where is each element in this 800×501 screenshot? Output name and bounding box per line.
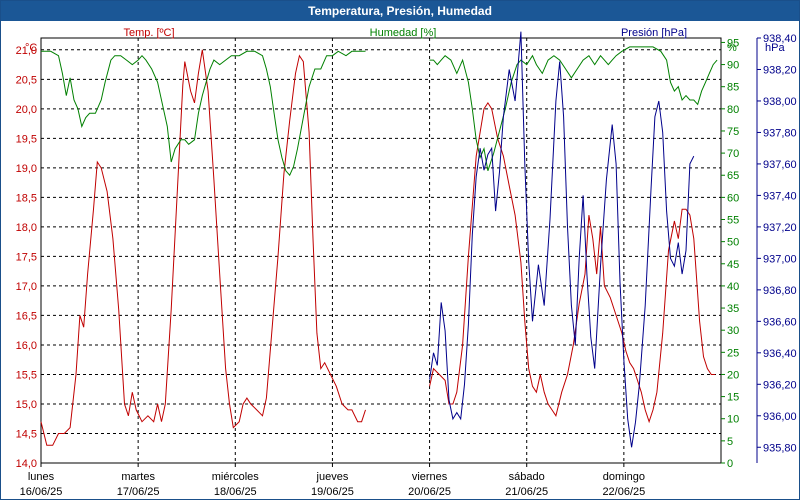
x-tick-day: martes (121, 471, 155, 483)
x-tick-date: 21/06/25 (505, 486, 548, 498)
humidity-tick-label: 30 (727, 325, 739, 337)
temp-tick-label: 17,0 (16, 281, 37, 293)
temp-tick-label: 16,0 (16, 340, 37, 352)
temp-tick-label: 14,5 (16, 428, 37, 440)
humidity-axis-label: Humedad [%] (370, 27, 437, 39)
x-tick-day: jueves (316, 471, 349, 483)
temp-axis-ticks: 14,0 14,5 15,0 15,5 16,0 16,5 17,0 17,5 18,0 18,5… (16, 45, 37, 470)
pressure-tick-label: 937,40 (763, 190, 797, 202)
humidity-tick-label: 20 (727, 369, 739, 381)
series-line-hum (429, 46, 718, 171)
x-tick-day: sábado (509, 471, 545, 483)
pressure-tick-label: 936,40 (763, 348, 797, 360)
humidity-tick-label: 60 (727, 192, 739, 204)
temp-tick-label: 19,0 (16, 163, 37, 175)
humidity-tick-label: 95 (727, 37, 739, 49)
pressure-tick-label: 937,00 (763, 253, 797, 265)
series-layer (40, 31, 718, 448)
x-tick-day: viernes (412, 471, 448, 483)
pressure-tick-label: 938,00 (763, 96, 797, 108)
series-line-temp (429, 101, 716, 424)
temp-axis-label: Temp. [ºC] (123, 27, 174, 39)
humidity-tick-label: 35 (727, 303, 739, 315)
temp-tick-label: 14,0 (16, 458, 37, 470)
x-tick-date: 17/06/25 (117, 486, 160, 498)
temp-tick-label: 15,5 (16, 369, 37, 381)
temp-tick-label: 21,0 (16, 45, 37, 57)
pressure-tick-label: 938,40 (763, 33, 797, 45)
temp-tick-label: 15,0 (16, 399, 37, 411)
series-line-hum (41, 50, 366, 177)
temp-tick-label: 20,5 (16, 74, 37, 86)
humidity-tick-label: 5 (727, 436, 733, 448)
temp-unit: °C (25, 42, 37, 54)
x-tick-date: 18/06/25 (214, 486, 257, 498)
x-tick-day: domingo (603, 471, 645, 483)
humidity-tick-label: 25 (727, 347, 739, 359)
x-tick-date: 20/06/25 (408, 486, 451, 498)
grid (41, 38, 721, 463)
humidity-tick-label: 15 (727, 392, 739, 404)
pressure-tick-label: 936,80 (763, 285, 797, 297)
pressure-axis-label: Presión [hPa] (621, 27, 687, 39)
temp-tick-label: 19,5 (16, 133, 37, 145)
temp-tick-label: 16,5 (16, 310, 37, 322)
chart-title: Temperatura, Presión, Humedad (1, 1, 799, 21)
humidity-tick-label: 90 (727, 60, 739, 72)
x-tick-date: 16/06/25 (20, 486, 63, 498)
pressure-tick-label: 938,20 (763, 64, 797, 76)
pressure-tick-label: 936,60 (763, 316, 797, 328)
series-line-temp (40, 49, 366, 446)
pressure-tick-label: 937,20 (763, 222, 797, 234)
humidity-tick-label: 40 (727, 281, 739, 293)
humidity-unit: % (727, 42, 737, 54)
temp-tick-label: 17,5 (16, 251, 37, 263)
temp-tick-label: 20,0 (16, 104, 37, 116)
temp-tick-label: 18,5 (16, 192, 37, 204)
humidity-tick-label: 55 (727, 215, 739, 227)
humidity-tick-label: 80 (727, 104, 739, 116)
x-tick-day: lunes (28, 471, 55, 483)
series-line-pres (429, 31, 695, 448)
humidity-tick-label: 70 (727, 148, 739, 160)
humidity-tick-label: 10 (727, 414, 739, 426)
pressure-tick-label: 937,60 (763, 159, 797, 171)
x-tick-date: 22/06/25 (602, 486, 645, 498)
humidity-tick-label: 85 (727, 82, 739, 94)
temp-tick-label: 18,0 (16, 222, 37, 234)
pressure-tick-label: 937,80 (763, 127, 797, 139)
humidity-tick-label: 0 (727, 458, 733, 470)
pressure-tick-label: 935,80 (763, 442, 797, 454)
humidity-tick-label: 75 (727, 126, 739, 138)
humidity-tick-label: 45 (727, 259, 739, 271)
pressure-tick-label: 936,00 (763, 411, 797, 423)
pressure-axis-ticks: 935,80 936,00 936,20 936,40 936,60 936,80 937,… (756, 33, 797, 463)
humidity-axis-ticks: 0 5 10 15 20 25 30 35 40 45 50 55 60 65 70 75 80 85 90 95 (721, 37, 739, 470)
x-tick-day: miércoles (212, 471, 260, 483)
humidity-tick-label: 65 (727, 170, 739, 182)
x-axis-ticks: lunes 16/06/25 martes 17/06/25 miércoles 18/0… (20, 463, 645, 498)
pressure-unit: hPa (765, 42, 785, 54)
humidity-tick-label: 50 (727, 237, 739, 249)
pressure-tick-label: 936,20 (763, 379, 797, 391)
x-tick-date: 19/06/25 (311, 486, 354, 498)
